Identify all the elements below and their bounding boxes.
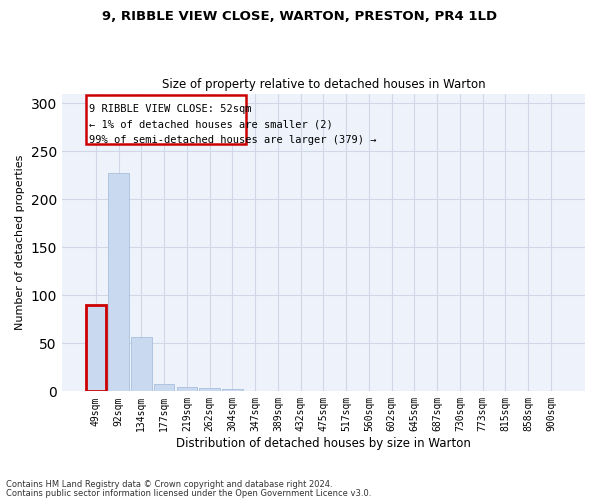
Y-axis label: Number of detached properties: Number of detached properties	[15, 155, 25, 330]
Bar	[154, 384, 175, 392]
Text: ← 1% of detached houses are smaller (2): ← 1% of detached houses are smaller (2)	[89, 120, 333, 130]
Text: Contains public sector information licensed under the Open Government Licence v3: Contains public sector information licen…	[6, 488, 371, 498]
Text: 9 RIBBLE VIEW CLOSE: 52sqm: 9 RIBBLE VIEW CLOSE: 52sqm	[89, 104, 251, 114]
FancyBboxPatch shape	[86, 96, 246, 144]
Title: Size of property relative to detached houses in Warton: Size of property relative to detached ho…	[161, 78, 485, 91]
Bar	[222, 390, 242, 392]
Text: 99% of semi-detached houses are larger (379) →: 99% of semi-detached houses are larger (…	[89, 135, 376, 145]
Text: Contains HM Land Registry data © Crown copyright and database right 2024.: Contains HM Land Registry data © Crown c…	[6, 480, 332, 489]
Bar	[176, 386, 197, 392]
Bar	[109, 174, 129, 392]
X-axis label: Distribution of detached houses by size in Warton: Distribution of detached houses by size …	[176, 437, 471, 450]
Bar	[199, 388, 220, 392]
Bar	[86, 305, 106, 392]
Bar	[86, 305, 106, 392]
Text: 9, RIBBLE VIEW CLOSE, WARTON, PRESTON, PR4 1LD: 9, RIBBLE VIEW CLOSE, WARTON, PRESTON, P…	[103, 10, 497, 23]
Bar	[131, 336, 152, 392]
